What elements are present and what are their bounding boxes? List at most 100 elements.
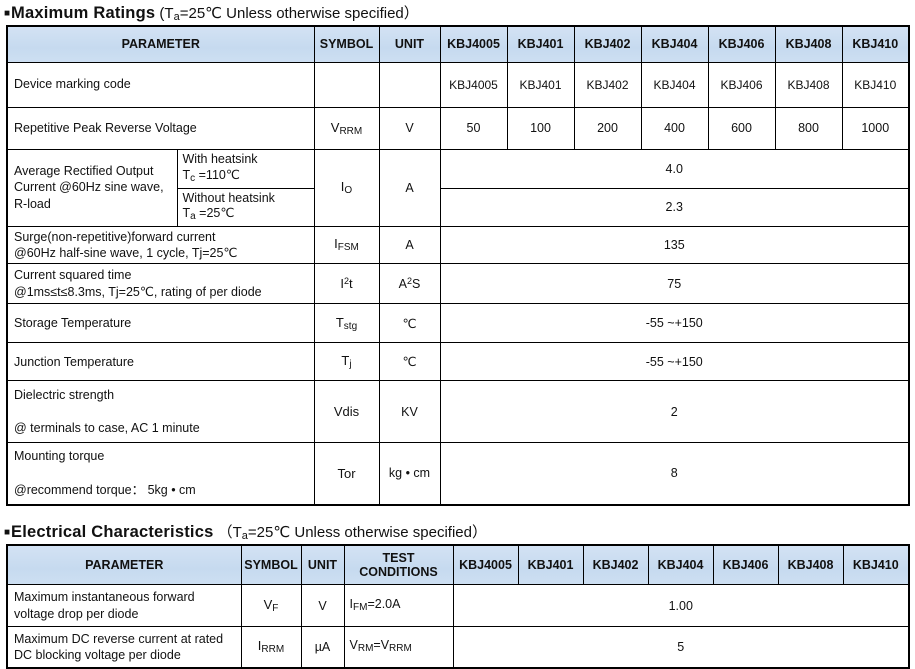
- symbol-cell: IO: [313, 148, 380, 227]
- value-cell: KBJ406: [707, 61, 776, 108]
- value-cell-span: 1.00: [452, 584, 910, 628]
- symbol-cell: IRRM: [240, 626, 302, 669]
- value-cell: 1000: [841, 106, 910, 150]
- t2-header-model-kbj408: KBJ408: [777, 544, 844, 586]
- param-two-line: Mounting torque @recommend torque： 5kg •…: [14, 445, 308, 501]
- value-cell: KBJ4005: [439, 61, 508, 108]
- unit-cell: V: [378, 106, 441, 150]
- unit-cell: kg • cm: [378, 442, 441, 506]
- unit-cell: V: [300, 584, 345, 628]
- section2-title-text: Electrical Characteristics: [11, 522, 214, 541]
- t1-header-model-kbj4005: KBJ4005: [439, 25, 508, 63]
- param-line1: Dielectric strength: [14, 387, 115, 402]
- value-cell-span: 8: [439, 442, 910, 506]
- param-cell: Maximum instantaneous forward voltage dr…: [6, 584, 242, 628]
- value-cell-span: 75: [439, 263, 910, 305]
- param-line1: Mounting torque: [14, 449, 105, 464]
- value-cell-span: 2.3: [439, 187, 910, 227]
- t1-row-vrrm: Repetitive Peak Reverse Voltage VRRM V 5…: [6, 106, 910, 150]
- t2-header-unit: UNIT: [300, 544, 345, 586]
- t2-header-parameter: PARAMETER: [6, 544, 242, 586]
- value-cell-span: -55 ~+150: [439, 342, 910, 382]
- symbol-cell: I2t: [313, 263, 380, 305]
- param-cell: Repetitive Peak Reverse Voltage: [6, 106, 315, 150]
- unit-cell: KV: [378, 380, 441, 444]
- t2-header-test-conditions: TEST CONDITIONS: [343, 544, 454, 586]
- param-two-line: Dielectric strength @ terminals to case,…: [14, 384, 308, 440]
- t1-header-model-kbj410: KBJ410: [841, 25, 910, 63]
- value-cell: KBJ402: [573, 61, 642, 108]
- value-cell: KBJ410: [841, 61, 910, 108]
- t1-header-parameter: PARAMETER: [6, 25, 315, 63]
- param-cell: Maximum DC reverse current at rated DC b…: [6, 626, 242, 669]
- test-conditions-cell: VRM=VRRM: [343, 626, 454, 669]
- t1-header-model-kbj401: KBJ401: [506, 25, 575, 63]
- value-cell: 400: [640, 106, 709, 150]
- t2-header-model-kbj406: KBJ406: [712, 544, 779, 586]
- value-cell: 800: [774, 106, 843, 150]
- param-cell: Junction Temperature: [6, 342, 315, 382]
- value-cell-span: 135: [439, 225, 910, 265]
- section2-condition-text: （Ta=25℃ Unless otherwise specified）: [217, 523, 487, 542]
- t1-header-model-kbj404: KBJ404: [640, 25, 709, 63]
- t1-header-model-kbj406: KBJ406: [707, 25, 776, 63]
- unit-cell: ℃: [378, 342, 441, 382]
- param-cell: Storage Temperature: [6, 303, 315, 344]
- section-title-electrical-characteristics: ■Electrical Characteristics （Ta=25℃ Unle…: [4, 521, 915, 542]
- t1-row-device-marking: Device marking code KBJ4005 KBJ401 KBJ40…: [6, 61, 910, 108]
- t1-header-model-kbj408: KBJ408: [774, 25, 843, 63]
- value-cell: KBJ401: [506, 61, 575, 108]
- value-cell: 600: [707, 106, 776, 150]
- symbol-cell: Vdis: [313, 380, 380, 444]
- unit-cell: µA: [300, 626, 345, 669]
- param-cell: Device marking code: [6, 61, 315, 108]
- t1-header-model-kbj402: KBJ402: [573, 25, 642, 63]
- symbol-cell: Tj: [313, 342, 380, 382]
- t1-header-unit: UNIT: [378, 25, 441, 63]
- value-cell-span: 2: [439, 380, 910, 444]
- t1-row-tj: Junction Temperature Tj ℃ -55 ~+150: [6, 342, 910, 382]
- value-cell-span: 4.0: [439, 148, 910, 189]
- unit-cell-empty: [378, 61, 441, 108]
- t1-row-i2t: Current squared time @1ms≤t≤8.3ms, Tj=25℃…: [6, 263, 910, 305]
- t1-row-tstg: Storage Temperature Tstg ℃ -55 ~+150: [6, 303, 910, 344]
- t1-row-tor: Mounting torque @recommend torque： 5kg •…: [6, 442, 910, 506]
- section1-title-text: Maximum Ratings: [11, 4, 156, 22]
- section1-condition-text: (Ta=25℃ Unless otherwise specified）: [159, 5, 419, 23]
- unit-cell: A: [378, 225, 441, 265]
- condition-cell-with-heatsink: With heatsink Tc =110℃: [176, 148, 315, 189]
- param-line2: @ terminals to case, AC 1 minute: [14, 421, 200, 436]
- t1-header-row: PARAMETER SYMBOL UNIT KBJ4005 KBJ401 KBJ…: [6, 25, 910, 63]
- t1-row-vdis: Dielectric strength @ terminals to case,…: [6, 380, 910, 444]
- symbol-cell: IFSM: [313, 225, 380, 265]
- symbol-cell: VF: [240, 584, 302, 628]
- maximum-ratings-table: PARAMETER SYMBOL UNIT KBJ4005 KBJ401 KBJ…: [6, 25, 910, 506]
- value-cell: 200: [573, 106, 642, 150]
- value-cell-span: -55 ~+150: [439, 303, 910, 344]
- value-cell: KBJ408: [774, 61, 843, 108]
- value-cell-span: 5: [452, 626, 910, 669]
- symbol-cell: Tor: [313, 442, 380, 506]
- t2-header-model-kbj402: KBJ402: [582, 544, 649, 586]
- t1-row-io-with-heatsink: Average Rectified Output Current @60Hz s…: [6, 148, 910, 227]
- t2-header-model-kbj404: KBJ404: [647, 544, 714, 586]
- param-cell: Average Rectified Output Current @60Hz s…: [6, 148, 178, 227]
- t2-row-irrm: Maximum DC reverse current at rated DC b…: [6, 626, 910, 669]
- symbol-cell-empty: [313, 61, 380, 108]
- param-cell: Mounting torque @recommend torque： 5kg •…: [6, 442, 315, 506]
- param-cell: Current squared time @1ms≤t≤8.3ms, Tj=25℃…: [6, 263, 315, 305]
- value-cell: KBJ404: [640, 61, 709, 108]
- t1-row-io-without-heatsink: Without heatsink Ta =25℃ 2.3: [7, 187, 910, 227]
- value-cell: 100: [506, 106, 575, 150]
- t2-header-row: PARAMETER SYMBOL UNIT TEST CONDITIONS KB…: [6, 544, 910, 586]
- param-cell: Surge(non-repetitive)forward current @60H…: [6, 225, 315, 265]
- condition-cell-without-heatsink: Without heatsink Ta =25℃: [176, 187, 315, 227]
- t2-row-vf: Maximum instantaneous forward voltage dr…: [6, 584, 910, 628]
- symbol-cell: Tstg: [313, 303, 380, 344]
- t2-header-model-kbj4005: KBJ4005: [452, 544, 519, 586]
- symbol-cell: VRRM: [313, 106, 380, 150]
- unit-cell: A: [378, 148, 441, 227]
- unit-cell: A2S: [378, 263, 441, 305]
- param-line2: @recommend torque： 5kg • cm: [14, 483, 196, 498]
